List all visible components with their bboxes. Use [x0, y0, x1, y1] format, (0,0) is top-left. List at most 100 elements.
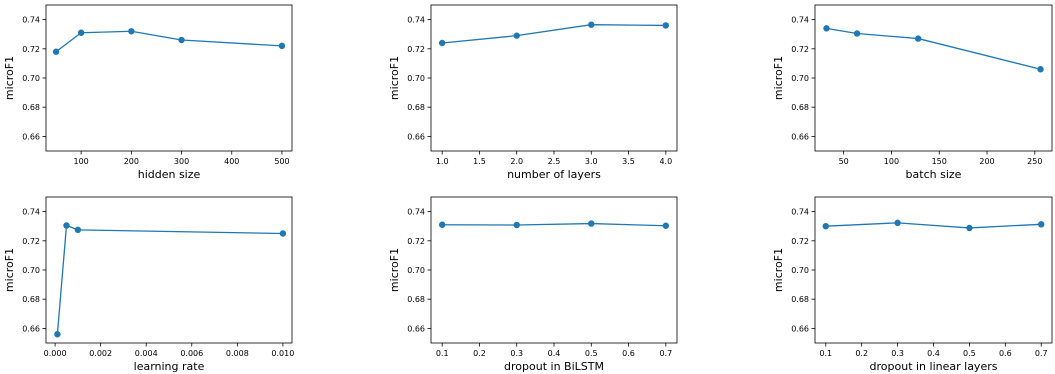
data-point — [1038, 221, 1045, 228]
x-tick-label: 0.7 — [659, 349, 672, 358]
data-point — [662, 22, 670, 29]
data-point — [513, 221, 520, 229]
y-axis-label: microF1 — [3, 248, 16, 292]
data-point — [279, 230, 287, 237]
subplot-3: 50 100 150 200 250 0.66 0.68 0.70 0.72 0.74 batch … — [772, 4, 1053, 181]
x-tick-label: 150 — [932, 157, 947, 166]
x-tick-label: 0.010 — [271, 349, 294, 358]
series-line — [56, 224, 283, 335]
axes-frame — [430, 196, 678, 344]
data-point — [588, 220, 595, 227]
data-point — [822, 223, 829, 230]
x-axis-label: hidden size — [138, 168, 201, 181]
y-axis-label: microF1 — [772, 56, 785, 100]
x-tick-label: 0.1 — [819, 349, 832, 358]
series-line — [55, 30, 282, 53]
y-tick-label: 0.70 — [22, 74, 40, 83]
data-point — [588, 21, 595, 28]
x-tick-label: 0.6 — [622, 349, 635, 358]
y-tick-label: 0.68 — [407, 295, 425, 304]
y-tick-label: 0.72 — [407, 237, 425, 246]
data-point — [966, 224, 973, 232]
y-tick-label: 0.74 — [407, 208, 425, 217]
y-tick-label: 0.74 — [791, 16, 809, 25]
y-tick-label: 0.66 — [791, 132, 809, 141]
series-line — [442, 222, 666, 227]
y-tick-label: 0.72 — [22, 45, 40, 54]
x-tick-label: 0.4 — [548, 349, 561, 358]
x-tick-label: 2.0 — [510, 157, 523, 166]
data-point — [894, 219, 901, 227]
y-tick-label: 0.70 — [22, 266, 40, 275]
x-tick-label: 0.006 — [180, 349, 203, 358]
data-point — [77, 29, 85, 36]
data-point — [74, 226, 82, 234]
axes-frame — [814, 4, 1053, 152]
data-point — [823, 25, 830, 32]
x-tick-label: 3.5 — [622, 157, 635, 166]
data-point — [278, 42, 286, 50]
x-tick-label: 0.3 — [510, 349, 523, 358]
x-tick-label: 0.5 — [585, 349, 598, 358]
x-axis-label: batch size — [906, 168, 962, 181]
x-axis-label: dropout in BiLSTM — [504, 360, 604, 373]
subplot-4: 0.000 0.002 0.004 0.006 0.008 0.010 0.66 0.68 0.… — [3, 196, 294, 373]
x-tick-label: 1.0 — [436, 157, 449, 166]
x-tick-label: 200 — [124, 157, 139, 166]
data-point — [915, 35, 922, 42]
data-point — [1037, 66, 1044, 73]
x-tick-label: 0.004 — [135, 349, 158, 358]
subplot-2: 1.0 1.5 2.0 2.5 3.0 3.5 4.0 0.66 0.68 0.70 0.72 0.7… — [388, 4, 678, 181]
x-tick-label: 500 — [274, 157, 289, 166]
y-tick-label: 0.74 — [22, 208, 40, 217]
y-tick-label: 0.74 — [22, 16, 40, 25]
y-tick-label: 0.74 — [791, 208, 809, 217]
x-tick-label: 0.2 — [855, 349, 868, 358]
y-tick-label: 0.70 — [407, 266, 425, 275]
y-tick-label: 0.68 — [407, 103, 425, 112]
y-tick-label: 0.72 — [791, 45, 809, 54]
data-point — [128, 28, 135, 35]
series-line — [825, 222, 1042, 229]
y-tick-label: 0.70 — [791, 74, 809, 83]
axes-frame — [814, 196, 1053, 344]
y-tick-label: 0.68 — [791, 295, 809, 304]
axes-frame — [430, 4, 678, 152]
x-tick-label: 0.7 — [1035, 349, 1048, 358]
y-tick-label: 0.74 — [407, 16, 425, 25]
y-tick-label: 0.66 — [22, 324, 40, 333]
x-tick-label: 2.5 — [548, 157, 561, 166]
data-point — [54, 331, 61, 338]
x-tick-label: 400 — [224, 157, 239, 166]
data-point — [438, 221, 446, 228]
y-tick-label: 0.66 — [22, 132, 40, 141]
x-tick-label: 3.0 — [585, 157, 598, 166]
y-tick-label: 0.68 — [791, 103, 809, 112]
data-point — [438, 39, 446, 47]
axes-frame — [45, 4, 293, 152]
x-tick-label: 0.008 — [226, 349, 249, 358]
x-tick-label: 0.2 — [473, 349, 486, 358]
x-tick-label: 0.000 — [44, 349, 67, 358]
y-tick-label: 0.72 — [22, 237, 40, 246]
x-tick-label: 0.002 — [89, 349, 112, 358]
x-tick-label: 250 — [1027, 157, 1042, 166]
y-tick-label: 0.72 — [791, 237, 809, 246]
data-point — [178, 36, 185, 44]
y-tick-label: 0.68 — [22, 103, 40, 112]
y-tick-label: 0.66 — [407, 324, 425, 333]
y-tick-label: 0.70 — [791, 266, 809, 275]
x-axis-label: learning rate — [134, 360, 205, 373]
y-axis-label: microF1 — [772, 248, 785, 292]
y-tick-label: 0.66 — [407, 132, 425, 141]
subplot-6: 0.1 0.2 0.3 0.4 0.5 0.6 0.7 0.66 0.68 0.70 0.72 0.7… — [772, 196, 1053, 373]
x-axis-label: number of layers — [507, 168, 601, 181]
x-tick-label: 0.3 — [891, 349, 904, 358]
x-tick-label: 300 — [174, 157, 189, 166]
data-point — [52, 48, 60, 55]
y-tick-label: 0.72 — [407, 45, 425, 54]
y-tick-label: 0.68 — [22, 295, 40, 304]
data-point — [853, 30, 861, 37]
y-tick-label: 0.70 — [407, 74, 425, 83]
